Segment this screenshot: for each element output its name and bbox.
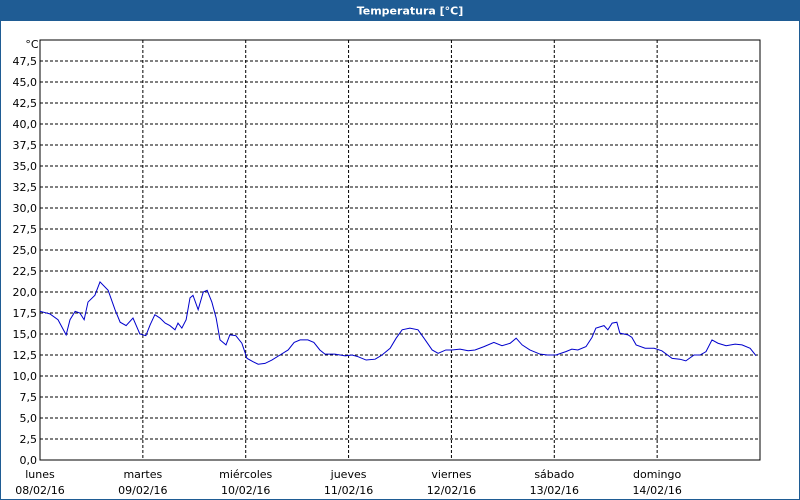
y-tick-label: 15,0 xyxy=(13,328,38,341)
y-tick-label: 42,5 xyxy=(13,97,38,110)
y-tick-label: 12,5 xyxy=(13,349,38,362)
y-tick-label: 45,0 xyxy=(13,76,38,89)
x-tick-date: 08/02/16 xyxy=(15,484,64,497)
x-tick-label: domingo xyxy=(633,468,681,481)
x-tick-label: jueves xyxy=(330,468,367,481)
title-bar xyxy=(0,0,800,21)
x-tick-date: 13/02/16 xyxy=(530,484,579,497)
chart-title: Temperatura [°C] xyxy=(357,5,464,18)
y-tick-label: 0,0 xyxy=(20,454,38,467)
x-tick-label: viernes xyxy=(431,468,471,481)
y-tick-label: 35,0 xyxy=(13,160,38,173)
y-tick-label: 17,5 xyxy=(13,307,38,320)
y-tick-label: 40,0 xyxy=(13,118,38,131)
x-tick-date: 10/02/16 xyxy=(221,484,270,497)
x-tick-date: 09/02/16 xyxy=(118,484,167,497)
y-tick-label: 32,5 xyxy=(13,181,38,194)
x-tick-label: lunes xyxy=(25,468,55,481)
x-tick-date: 14/02/16 xyxy=(632,484,681,497)
y-tick-label: 27,5 xyxy=(13,223,38,236)
x-tick-date: 11/02/16 xyxy=(324,484,373,497)
y-tick-label: 25,0 xyxy=(13,244,38,257)
x-tick-date: 12/02/16 xyxy=(427,484,476,497)
y-tick-label: 22,5 xyxy=(13,265,38,278)
y-tick-label: 47,5 xyxy=(13,55,38,68)
y-tick-label: 20,0 xyxy=(13,286,38,299)
y-tick-label: 7,5 xyxy=(20,391,38,404)
x-tick-label: sábado xyxy=(534,468,574,481)
y-tick-label: 5,0 xyxy=(20,412,38,425)
y-tick-label: 2,5 xyxy=(20,433,38,446)
y-tick-label: 30,0 xyxy=(13,202,38,215)
y-tick-label: 37,5 xyxy=(13,139,38,152)
temperature-line xyxy=(39,281,757,365)
x-tick-label: miércoles xyxy=(219,468,272,481)
y-unit: °C xyxy=(25,38,39,51)
x-tick-label: martes xyxy=(123,468,162,481)
y-tick-label: 10,0 xyxy=(13,370,38,383)
